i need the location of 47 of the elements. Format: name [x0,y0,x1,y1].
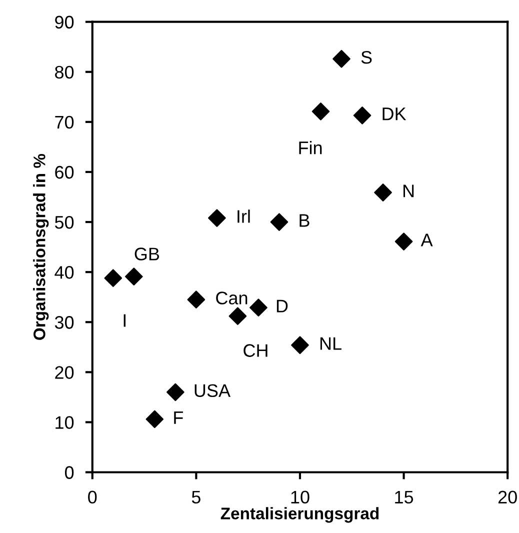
point [124,268,143,286]
y-tick-label: 60 [55,166,74,179]
point [291,336,309,354]
x-tick-label: 15 [395,490,414,504]
y-tick-label: 10 [56,416,74,429]
annotation: F [174,411,183,424]
annotation: GB [134,248,160,260]
y-tick-label: 0 [64,466,74,479]
point [228,307,247,326]
point [208,209,226,227]
point [270,213,288,231]
y-tick-label: 40 [54,266,74,279]
y-tick-label: 80 [55,66,74,79]
point [146,410,164,428]
point [353,106,372,124]
point [250,298,268,317]
annotation: Fin [299,141,322,154]
annotation: NL [320,337,342,350]
annotation: USA [194,384,231,398]
annotation: Can [216,292,248,304]
annotation: Irl [238,210,250,223]
annotation: B [300,214,310,227]
y-tick-label: 90 [55,16,74,29]
y-tick-label: 50 [54,216,74,229]
annotation: DK [382,108,406,120]
point [332,50,350,68]
annotation: N [404,184,414,198]
x-tick-label: 20 [498,490,517,504]
annotation: CH [244,344,268,357]
x-tick-label: 5 [192,490,200,504]
point [187,290,206,308]
point [394,232,413,250]
y-tick-label: 20 [55,366,74,379]
y-axis-title: Organisationsgrad in % [33,154,49,340]
x-tick-label: 0 [88,490,97,504]
annotation: A [420,234,433,246]
x-axis-title: Zentalisierungsgrad [220,507,379,523]
point [312,102,330,120]
point [104,269,122,287]
point [166,383,184,402]
point [374,184,392,202]
annotation: D [276,300,288,312]
annotation: S [361,50,372,64]
x-tick-label: 10 [291,490,310,504]
annotation: I [124,314,126,327]
y-tick-label: 70 [55,116,74,129]
y-tick-label: 30 [54,316,74,329]
